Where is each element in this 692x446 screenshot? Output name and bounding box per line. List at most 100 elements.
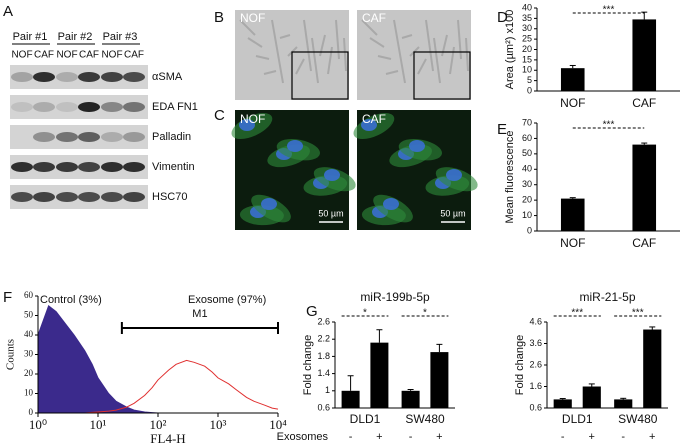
group-sign-label: + bbox=[436, 431, 442, 443]
bar bbox=[582, 386, 601, 408]
cell-streak bbox=[279, 34, 291, 39]
group-sign-label: + bbox=[649, 431, 655, 443]
scale-bar-label: 50 µm bbox=[318, 208, 343, 218]
blot-band bbox=[78, 192, 100, 202]
bar bbox=[632, 144, 657, 231]
y-tick-label: 15 bbox=[522, 54, 532, 64]
blot-band bbox=[123, 72, 145, 82]
blot-band bbox=[101, 132, 123, 142]
y-tick-label: 0.6 bbox=[529, 402, 542, 412]
cell-streak bbox=[369, 37, 385, 48]
y-tick-label: 2.2 bbox=[317, 334, 330, 344]
band-label: αSMA bbox=[152, 71, 183, 83]
blot-band bbox=[78, 132, 100, 142]
cell-streak bbox=[465, 37, 469, 72]
band-label: HSC70 bbox=[152, 191, 187, 203]
cell-streak bbox=[271, 19, 284, 84]
significance-mark: *** bbox=[603, 120, 615, 131]
y-tick-label: 30 bbox=[522, 23, 532, 33]
y-tick-label: 25 bbox=[522, 34, 532, 44]
y-tick-label: 4.6 bbox=[529, 316, 542, 326]
blot-band bbox=[11, 102, 33, 112]
bar bbox=[560, 198, 585, 231]
cell-streak bbox=[401, 34, 413, 39]
nucleus-blue bbox=[239, 119, 255, 131]
nucleus-blue bbox=[261, 198, 277, 210]
blot-band bbox=[56, 162, 78, 172]
y-tick-label: 1.4 bbox=[317, 368, 330, 378]
y-tick-label: 60 bbox=[522, 133, 532, 143]
y-tick-label: 60 bbox=[24, 290, 34, 300]
y-tick-label: 50 bbox=[24, 310, 34, 320]
inset bbox=[413, 51, 471, 100]
y-tick-label: 2.6 bbox=[529, 359, 542, 369]
bar bbox=[614, 399, 633, 408]
x-row-label: Exosomes bbox=[277, 431, 329, 443]
gate-label: M1 bbox=[192, 308, 207, 320]
blot-band bbox=[56, 72, 78, 82]
nucleus-blue bbox=[409, 140, 425, 152]
significance-mark: *** bbox=[571, 308, 583, 319]
pair-label: Pair #2 bbox=[58, 31, 93, 43]
significance-mark: * bbox=[423, 308, 427, 319]
blot-band bbox=[33, 72, 55, 82]
cell-streak bbox=[239, 19, 256, 36]
y-axis-title: Fold change bbox=[302, 335, 314, 396]
pair-label: Pair #1 bbox=[13, 31, 48, 43]
cell-streak bbox=[263, 70, 277, 75]
y-tick-label: 30 bbox=[522, 179, 532, 189]
y-tick-label: 2.6 bbox=[317, 316, 330, 326]
band-label: Palladin bbox=[152, 131, 191, 143]
image-label: CAF bbox=[362, 11, 386, 25]
group-sign-label: - bbox=[621, 431, 625, 443]
nucleus-blue bbox=[361, 119, 377, 131]
y-tick-label: 40 bbox=[522, 2, 532, 12]
nucleus-blue bbox=[287, 140, 303, 152]
blot-band bbox=[11, 72, 33, 82]
y-tick-label: 0 bbox=[29, 407, 34, 417]
y-tick-label: 70 bbox=[522, 117, 532, 127]
blot-band bbox=[33, 132, 55, 142]
band-label: EDA FN1 bbox=[152, 101, 198, 113]
panel-label: G bbox=[306, 303, 318, 320]
significance-mark: *** bbox=[603, 5, 615, 16]
x-tick-label: 10⁰ bbox=[29, 417, 47, 432]
x-tick-label: CAF bbox=[632, 236, 656, 250]
blot-band bbox=[78, 102, 100, 112]
cell-streak bbox=[433, 37, 441, 84]
bar bbox=[560, 68, 585, 91]
x-axis-title: FL4-H bbox=[150, 431, 185, 446]
blot-band bbox=[78, 162, 100, 172]
y-tick-label: 40 bbox=[522, 164, 532, 174]
x-tick-label: NOF bbox=[560, 236, 585, 250]
image-label: NOF bbox=[240, 112, 265, 126]
panel-label: D bbox=[497, 9, 508, 26]
panel-label: A bbox=[3, 3, 13, 20]
blot-band bbox=[33, 192, 55, 202]
x-tick-label: CAF bbox=[632, 96, 656, 110]
y-tick-label: 0.6 bbox=[317, 402, 330, 412]
pair-label: Pair #3 bbox=[103, 31, 138, 43]
series-annotation: Control (3%) bbox=[40, 294, 102, 306]
panel-label: C bbox=[214, 107, 225, 124]
y-tick-label: 1 bbox=[325, 385, 330, 395]
cell-streak bbox=[343, 37, 347, 72]
y-tick-label: 20 bbox=[522, 44, 532, 54]
blot-band bbox=[11, 192, 33, 202]
y-axis-title: Fold change bbox=[514, 335, 526, 396]
x-tick-label: 10⁴ bbox=[269, 417, 287, 432]
series-annotation: Exosome (97%) bbox=[188, 294, 266, 306]
lane-label: NOF bbox=[101, 50, 122, 61]
bar bbox=[632, 19, 657, 92]
y-tick-label: 3.6 bbox=[529, 338, 542, 348]
cell-streak bbox=[295, 58, 305, 75]
lane-label: CAF bbox=[79, 50, 99, 61]
y-tick-label: 40 bbox=[24, 329, 34, 339]
blot-band bbox=[101, 72, 123, 82]
y-tick-label: 1.6 bbox=[529, 381, 542, 391]
blot-band bbox=[56, 192, 78, 202]
blot-band bbox=[101, 162, 123, 172]
lane-label: CAF bbox=[124, 50, 144, 61]
x-tick-label: SW480 bbox=[618, 412, 658, 426]
